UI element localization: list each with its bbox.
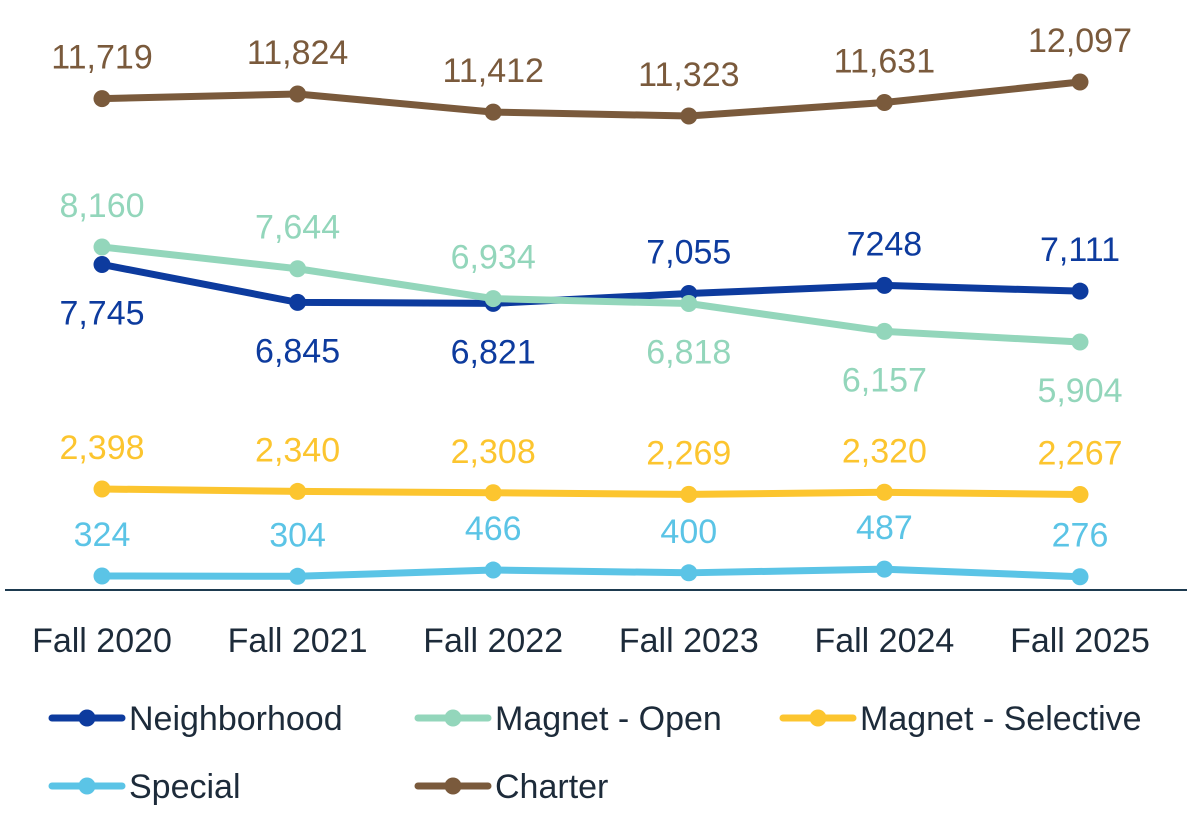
data-label-magnet-selective: 2,267: [1037, 434, 1122, 472]
legend-item-magnet-open: Magnet - Open: [414, 700, 722, 738]
data-label-special: 400: [660, 513, 717, 551]
data-label-neighborhood: 7,111: [1040, 231, 1120, 269]
data-label-charter: 11,719: [51, 39, 152, 77]
legend-swatch-marker: [78, 709, 96, 727]
series-layer: 7,745 6,845 6,821 7,055 7248 7,111 8,160 7,644 6…: [51, 22, 1132, 586]
series-line-magnet-open: [98, 243, 1084, 346]
point-magnet-open: [875, 322, 893, 340]
series-line-magnet-selective: [98, 485, 1084, 498]
point-charter: [289, 85, 307, 103]
data-label-charter: 11,323: [638, 56, 739, 94]
point-special: [484, 561, 502, 579]
x-tick-label: Fall 2020: [32, 622, 172, 660]
legend-label: Charter: [495, 768, 608, 806]
point-magnet-selective: [484, 484, 502, 502]
series-line-charter: [98, 78, 1084, 120]
point-special: [1071, 568, 1089, 586]
data-label-charter: 12,097: [1028, 22, 1132, 60]
data-label-magnet-selective: 2,320: [842, 432, 927, 470]
point-magnet-selective: [680, 485, 698, 503]
point-neighborhood: [289, 293, 307, 311]
data-label-magnet-selective: 2,398: [59, 429, 144, 467]
series-special: 324 304 466 400 487 276: [74, 509, 1109, 586]
point-charter: [484, 103, 502, 121]
point-charter: [1071, 73, 1089, 91]
data-label-neighborhood: 7,055: [646, 234, 731, 272]
point-neighborhood: [1071, 282, 1089, 300]
x-tick-label: Fall 2021: [228, 622, 368, 660]
series-magnet-open: 8,160 7,644 6,934 6,818 6,157 5,904: [59, 187, 1122, 410]
legend: Neighborhood Magnet - Open Magnet - Select…: [48, 700, 1142, 806]
point-charter: [680, 107, 698, 125]
x-tick-label: Fall 2024: [814, 622, 954, 660]
point-magnet-open: [93, 238, 111, 256]
point-special: [875, 560, 893, 578]
point-magnet-selective: [1071, 485, 1089, 503]
data-label-magnet-open: 5,904: [1037, 372, 1122, 410]
data-label-charter: 11,631: [834, 42, 935, 80]
point-neighborhood: [93, 255, 111, 273]
data-label-magnet-open: 6,934: [451, 239, 536, 277]
data-label-special: 466: [465, 510, 522, 548]
data-label-magnet-selective: 2,308: [451, 433, 536, 471]
legend-swatch-marker: [444, 709, 462, 727]
point-magnet-selective: [93, 480, 111, 498]
series-neighborhood: 7,745 6,845 6,821 7,055 7248 7,111: [59, 225, 1120, 371]
data-label-neighborhood: 6,845: [255, 332, 340, 370]
data-label-magnet-selective: 2,269: [646, 434, 731, 472]
series-charter: 11,719 11,824 11,412 11,323 11,631 12,097: [51, 22, 1132, 125]
data-label-neighborhood: 6,821: [451, 333, 536, 371]
x-tick-label: Fall 2025: [1010, 622, 1150, 660]
legend-item-charter: Charter: [414, 768, 608, 806]
x-tick-label: Fall 2023: [619, 622, 759, 660]
legend-label: Special: [129, 768, 241, 806]
point-magnet-open: [484, 290, 502, 308]
data-label-special: 487: [856, 509, 913, 547]
legend-item-neighborhood: Neighborhood: [48, 700, 343, 738]
point-magnet-open: [680, 295, 698, 313]
legend-label: Magnet - Selective: [860, 700, 1142, 738]
point-magnet-selective: [875, 483, 893, 501]
x-tick-labels: Fall 2020 Fall 2021 Fall 2022 Fall 2023 Fall…: [32, 622, 1150, 660]
point-magnet-open: [289, 260, 307, 278]
point-neighborhood: [875, 276, 893, 294]
legend-swatch-marker: [78, 777, 96, 795]
data-label-special: 304: [269, 516, 326, 554]
legend-swatch-marker: [444, 777, 462, 795]
data-label-magnet-selective: 2,340: [255, 431, 340, 469]
data-label-neighborhood: 7248: [847, 225, 923, 263]
series-magnet-selective: 2,398 2,340 2,308 2,269 2,320 2,267: [59, 429, 1123, 503]
point-magnet-selective: [289, 482, 307, 500]
series-line-neighborhood: [98, 260, 1084, 307]
legend-label: Magnet - Open: [495, 700, 722, 738]
data-label-magnet-open: 8,160: [59, 187, 144, 225]
data-label-magnet-open: 6,818: [646, 334, 731, 372]
legend-label: Neighborhood: [129, 700, 343, 738]
point-special: [289, 567, 307, 585]
data-label-magnet-open: 7,644: [255, 209, 340, 247]
data-label-special: 276: [1052, 517, 1109, 555]
point-charter: [875, 93, 893, 111]
data-label-magnet-open: 6,157: [842, 361, 927, 399]
data-label-charter: 11,824: [247, 34, 348, 72]
legend-item-special: Special: [48, 768, 241, 806]
point-charter: [93, 90, 111, 108]
point-magnet-open: [1071, 333, 1089, 351]
point-special: [680, 564, 698, 582]
legend-swatch-marker: [809, 709, 827, 727]
data-label-charter: 11,412: [442, 52, 543, 90]
legend-item-magnet-selective: Magnet - Selective: [779, 700, 1142, 738]
data-label-neighborhood: 7,745: [59, 294, 144, 332]
data-label-special: 324: [74, 516, 131, 554]
series-line-special: [98, 565, 1084, 581]
x-tick-label: Fall 2022: [423, 622, 563, 660]
point-special: [93, 567, 111, 585]
